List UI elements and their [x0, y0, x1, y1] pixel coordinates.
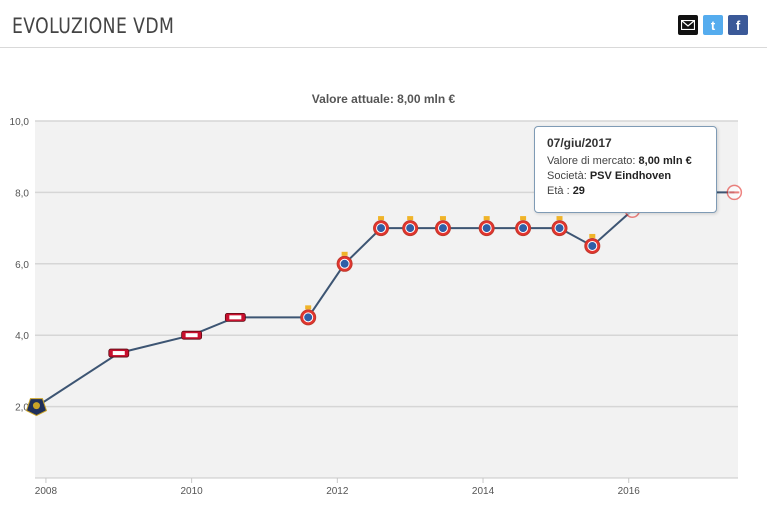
- y-tick-label: 2,0: [15, 403, 29, 414]
- tooltip-club-label: Società:: [547, 170, 587, 182]
- x-tick-label: 2016: [618, 486, 641, 497]
- chart-tooltip: 07/giu/2017 Valore di mercato: 8,00 mln …: [534, 126, 717, 213]
- tooltip-date: 07/giu/2017: [547, 136, 612, 150]
- tooltip-age: 29: [572, 185, 585, 197]
- tooltip-value-label: Valore di mercato:: [547, 155, 636, 167]
- envelope-icon[interactable]: [678, 15, 698, 35]
- data-point-espanyol[interactable]: [336, 251, 353, 272]
- x-tick-label: 2012: [326, 486, 349, 497]
- y-tick-label: 6,0: [15, 260, 29, 271]
- y-tick-label: 10,0: [10, 117, 30, 128]
- page-title: EVOLUZIONE VDM: [12, 14, 175, 38]
- header: EVOLUZIONE VDM t f: [0, 0, 767, 48]
- x-tick-label: 2010: [181, 486, 204, 497]
- data-point-espanyol[interactable]: [551, 216, 568, 237]
- data-point-pumas[interactable]: [25, 398, 48, 417]
- twitter-icon[interactable]: t: [703, 15, 723, 35]
- facebook-icon[interactable]: f: [728, 15, 748, 35]
- y-tick-label: 4,0: [15, 331, 29, 342]
- x-tick-label: 2008: [35, 486, 58, 497]
- data-point-espanyol[interactable]: [402, 216, 419, 237]
- tooltip-club-row: Società: PSV Eindhoven: [547, 169, 704, 184]
- y-tick-label: 8,0: [15, 188, 29, 199]
- data-point-espanyol[interactable]: [478, 216, 495, 237]
- data-point-psv[interactable]: [726, 184, 743, 201]
- data-point-espanyol[interactable]: [373, 216, 390, 237]
- x-tick-label: 2014: [472, 486, 495, 497]
- tooltip-value-row: Valore di mercato: 8,00 mln €: [547, 154, 704, 169]
- data-point-az[interactable]: [224, 312, 246, 322]
- data-point-espanyol[interactable]: [584, 233, 601, 254]
- tooltip-value: 8,00 mln €: [638, 155, 692, 167]
- chart-subtitle: Valore attuale: 8,00 mln €: [311, 92, 456, 106]
- data-point-espanyol[interactable]: [434, 216, 451, 237]
- data-point-espanyol[interactable]: [515, 216, 532, 237]
- tooltip-age-label: Età :: [547, 185, 570, 197]
- tooltip-age-row: Età : 29: [547, 184, 704, 199]
- tooltip-club: PSV Eindhoven: [589, 170, 672, 182]
- data-point-az[interactable]: [181, 330, 203, 340]
- data-point-espanyol[interactable]: [300, 305, 317, 326]
- data-point-az[interactable]: [108, 348, 130, 358]
